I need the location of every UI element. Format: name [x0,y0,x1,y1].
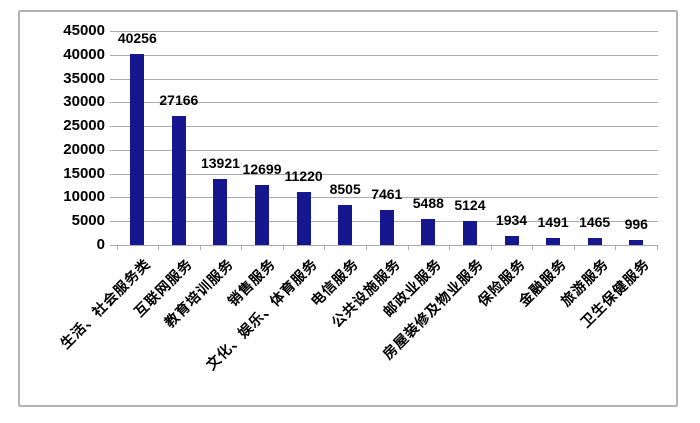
bar [379,209,394,245]
x-axis-tick [365,245,367,250]
x-axis-tick [116,245,118,250]
bar-value-label: 12699 [242,160,282,177]
x-axis-line [110,245,658,246]
bar-value-label: 1934 [495,211,528,228]
y-axis-tick-label: 25000 [63,117,105,135]
gridline [110,54,658,56]
bar-value-label: 11220 [284,167,323,184]
gridline [110,78,658,80]
x-axis-tick [657,245,659,250]
x-axis-tick [449,245,451,250]
bar [171,115,186,245]
gridline [110,126,658,128]
bar [255,184,270,245]
gridline [110,173,658,175]
bar [462,220,477,245]
bar-value-label: 5124 [454,196,486,213]
y-axis-tick-label: 30000 [63,93,105,111]
gridline [110,31,658,32]
bar [296,191,311,245]
gridline [110,197,658,199]
gridline [110,102,658,104]
x-axis-tick [573,245,575,250]
x-axis-tick [407,245,409,250]
x-axis-tick [490,245,492,250]
bar-value-label: 996 [624,216,648,233]
gridline [110,149,658,151]
bar [587,238,602,245]
bar-value-label: 7461 [371,185,403,202]
x-axis-tick [282,245,284,250]
y-axis-tick-label: 40000 [63,45,105,63]
bar [546,237,561,245]
bar-value-label: 40256 [117,29,157,46]
y-axis-tick-label: 10000 [63,188,105,206]
x-axis-tick [615,245,617,250]
bar-value-label: 27166 [159,91,199,108]
y-axis-tick-label: 45000 [63,22,105,39]
x-axis-tick [241,245,243,250]
bar [629,240,644,245]
y-axis-tick-label: 0 [96,236,105,253]
bar-value-label: 1465 [579,214,611,231]
x-axis-tick [532,245,534,250]
bar-value-label: 5488 [412,194,444,211]
bar-value-label: 13921 [200,154,240,171]
x-axis-tick [158,245,160,250]
x-axis-tick [324,245,326,250]
bar [338,204,353,245]
y-axis-tick-label: 35000 [63,69,105,87]
y-axis-tick-label: 5000 [71,212,105,230]
bar [421,218,436,245]
bar [130,53,145,245]
bar [213,178,228,245]
y-axis-tick-label: 15000 [63,164,105,182]
x-axis-tick [199,245,201,250]
bar-value-label: 8505 [329,180,361,197]
bar-value-label: 1491 [537,213,569,230]
bar [504,235,519,245]
y-axis-tick-label: 20000 [63,140,105,158]
